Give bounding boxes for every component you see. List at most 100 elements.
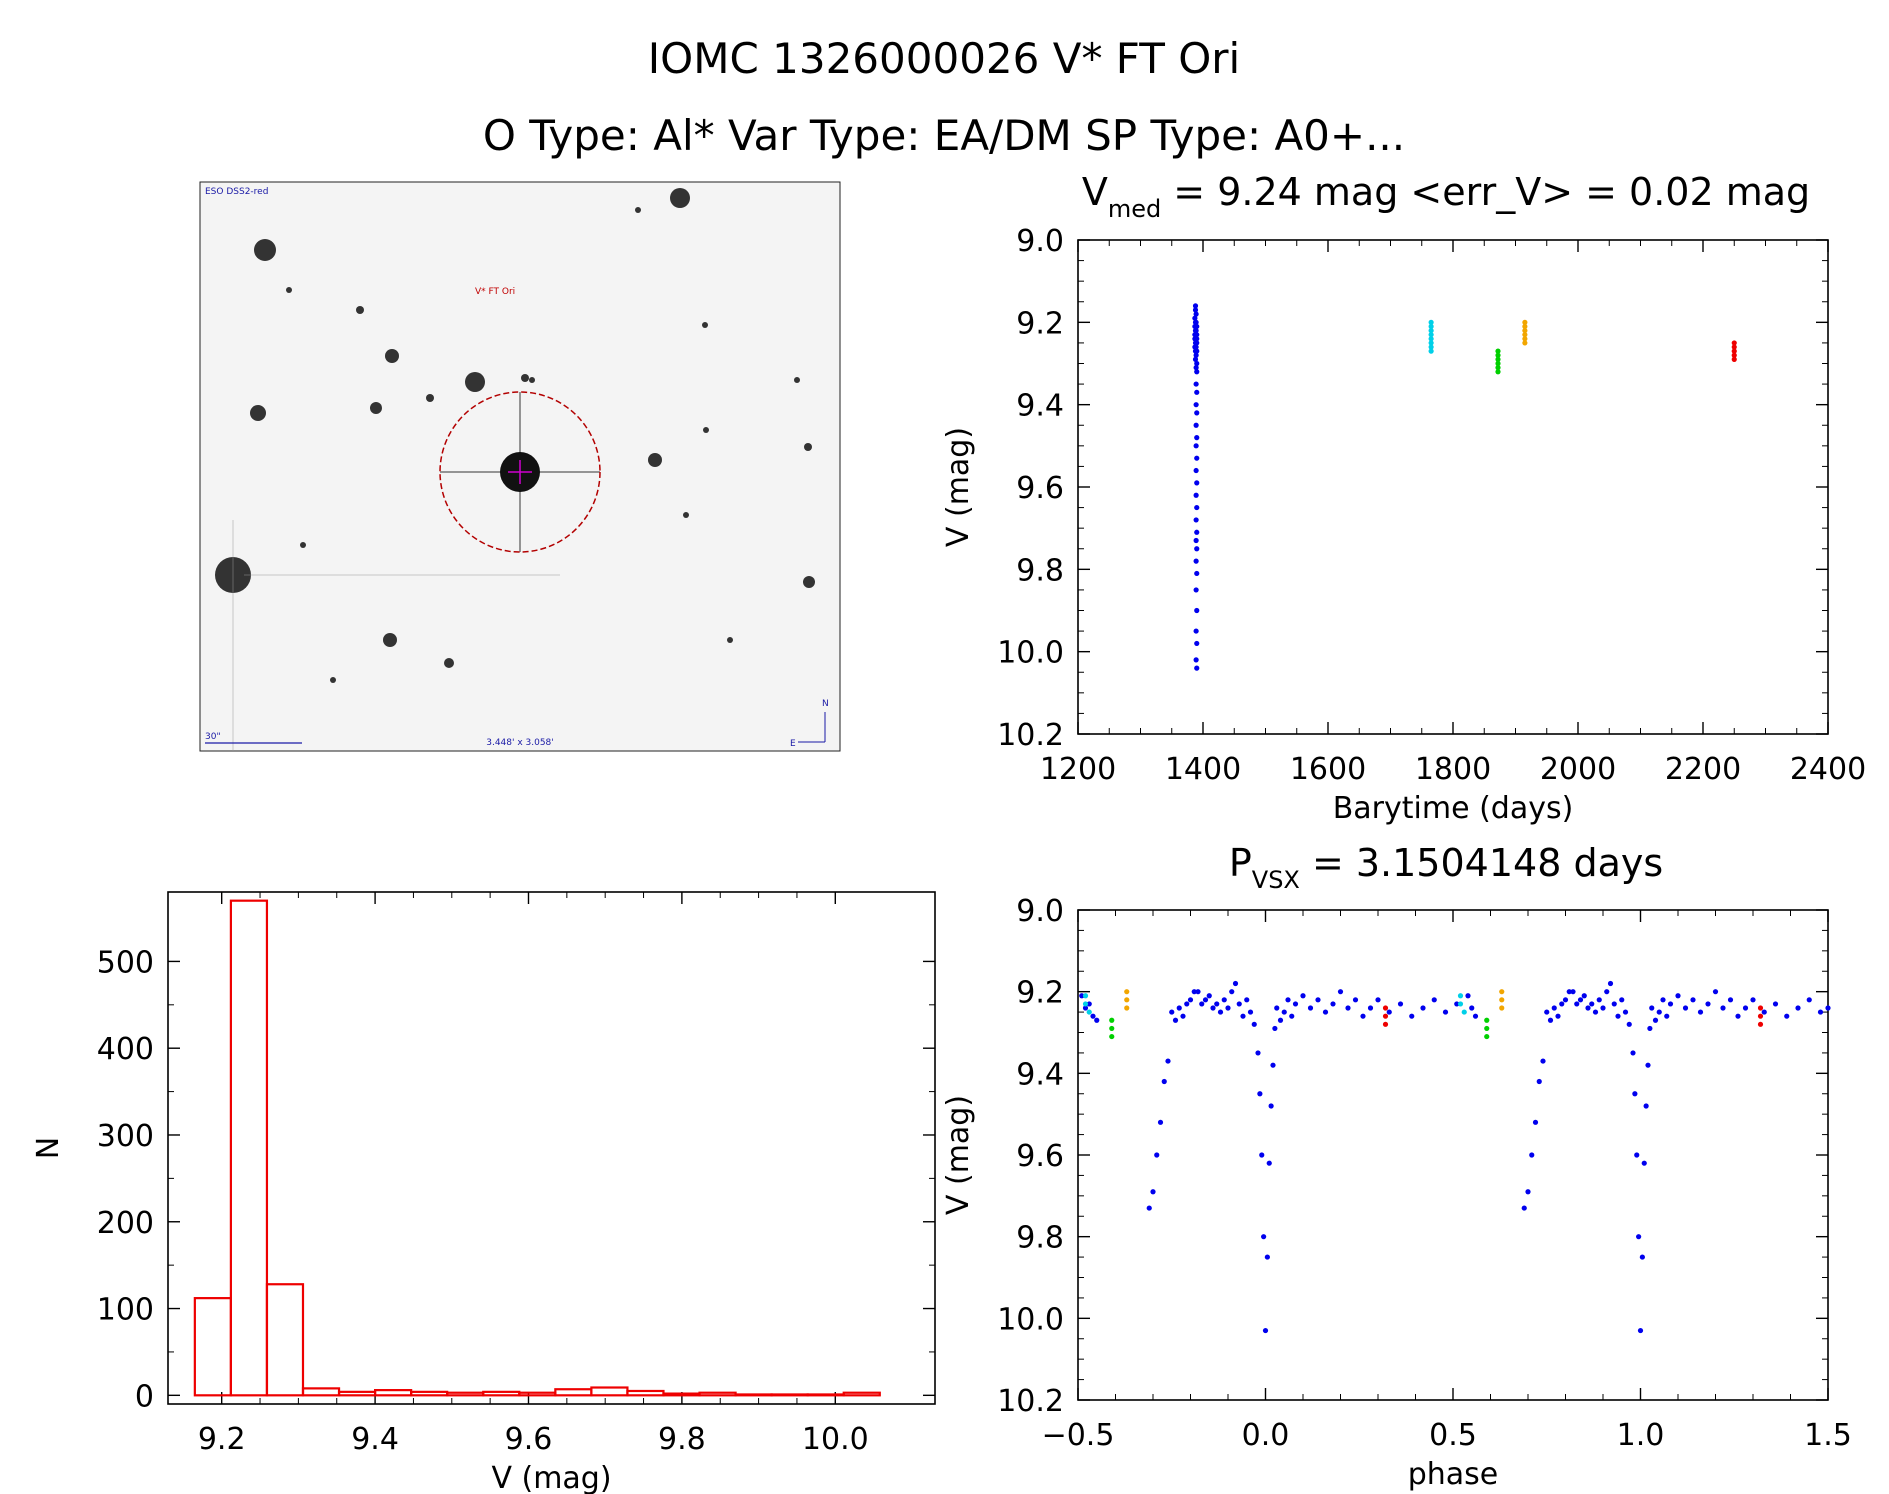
data-point	[1199, 1001, 1205, 1007]
y-tick-label: 200	[97, 1206, 154, 1241]
histogram-bar	[590, 1386, 629, 1397]
y-tick-label: 9.2	[1016, 306, 1064, 341]
data-point	[1806, 997, 1812, 1003]
data-point	[1757, 1013, 1764, 1019]
data-point	[1522, 332, 1528, 338]
data-point	[1675, 993, 1681, 999]
plot-title-text: = 9.24 mag <err_V> = 0.02 mag	[1161, 170, 1810, 214]
data-point	[1559, 1001, 1565, 1007]
y-axis-label: V (mag)	[941, 427, 976, 547]
x-tick-label: 9.8	[658, 1422, 706, 1457]
data-point	[1596, 997, 1602, 1003]
data-point	[1577, 997, 1584, 1003]
data-point	[1146, 1205, 1152, 1211]
star	[383, 633, 397, 647]
histogram-bar	[698, 1391, 737, 1397]
histogram-panel: 9.2 9.4 9.6 9.8 10.0 0 100 200 300 400 500 V (mag) N	[31, 891, 936, 1494]
data-point	[1656, 1009, 1662, 1015]
data-point	[1522, 319, 1528, 325]
target-label: V* FT Ori	[475, 287, 515, 297]
data-point	[1499, 997, 1505, 1003]
data-point	[1262, 1327, 1269, 1334]
star	[794, 377, 800, 383]
y-tick-label: 10.2	[997, 1384, 1064, 1419]
star	[465, 372, 485, 392]
plot-title-subscript: med	[1108, 195, 1161, 223]
x-axis-label: phase	[1408, 1457, 1499, 1492]
data-point	[1300, 993, 1306, 999]
data-point	[1274, 1005, 1280, 1011]
data-point	[1397, 1001, 1404, 1007]
data-point	[1194, 570, 1200, 577]
data-point	[1615, 1013, 1621, 1019]
data-point	[1742, 1005, 1749, 1011]
data-point	[1086, 1001, 1092, 1007]
data-point	[1193, 492, 1199, 498]
data-point	[1495, 356, 1501, 362]
data-point	[1731, 344, 1737, 350]
star	[670, 188, 690, 208]
data-point	[1757, 1005, 1764, 1011]
data-point	[1547, 1017, 1554, 1023]
data-point	[1731, 352, 1737, 358]
histogram-bar	[301, 1387, 341, 1397]
data-point	[1193, 352, 1199, 358]
data-point	[1634, 1152, 1640, 1158]
data-point	[1157, 1119, 1164, 1125]
data-point	[1731, 340, 1737, 346]
star	[330, 677, 336, 683]
data-point	[1232, 980, 1239, 987]
x-tick-label: −0.5	[1042, 1418, 1115, 1453]
data-point	[1192, 336, 1198, 342]
star	[370, 402, 382, 414]
plot-title: Vmed = 9.24 mag <err_V> = 0.02 mag	[1082, 170, 1810, 223]
data-point	[1082, 993, 1089, 999]
star	[356, 306, 364, 314]
data-point	[1165, 1058, 1171, 1064]
data-point	[1193, 365, 1199, 371]
data-point	[1193, 467, 1199, 474]
plot-title: PVSX = 3.1504148 days	[1229, 841, 1663, 894]
y-tick-label: 100	[97, 1293, 154, 1328]
data-point	[1784, 1013, 1790, 1019]
x-tick-label: 0.5	[1429, 1418, 1477, 1453]
star	[250, 405, 266, 421]
data-point	[1522, 340, 1528, 346]
data-point	[1272, 1025, 1278, 1032]
data-point	[1172, 1017, 1179, 1023]
data-point	[1375, 997, 1381, 1003]
data-point	[1428, 348, 1434, 354]
data-point	[1270, 1062, 1276, 1068]
data-point	[1551, 1005, 1557, 1011]
histogram-bar	[446, 1391, 485, 1397]
x-tick-label: 2200	[1665, 752, 1741, 787]
data-point	[1428, 336, 1434, 342]
x-tick-label: 9.2	[198, 1422, 246, 1457]
data-point	[1409, 1013, 1415, 1019]
data-point	[1522, 327, 1528, 334]
data-point	[1079, 993, 1085, 999]
y-axis-label: N	[31, 1137, 66, 1159]
star	[426, 394, 434, 402]
data-point	[1611, 1001, 1617, 1007]
data-point	[1124, 989, 1130, 995]
star	[648, 453, 662, 467]
data-point	[1645, 1062, 1651, 1068]
scale-label: 30"	[205, 732, 221, 742]
x-axis-label: V (mag)	[491, 1461, 611, 1494]
data-point	[1647, 1025, 1653, 1032]
data-point	[1194, 640, 1200, 647]
data-point	[1641, 1160, 1647, 1166]
data-point	[1193, 657, 1199, 663]
plot-title-symbol: P	[1229, 841, 1252, 885]
data-point	[1268, 1103, 1274, 1109]
data-point	[1194, 340, 1200, 346]
histogram-bar	[806, 1393, 845, 1397]
data-point	[1585, 1005, 1591, 1011]
data-point	[1589, 1001, 1595, 1007]
data-point	[1664, 1013, 1670, 1019]
histogram-bar	[373, 1389, 413, 1397]
x-tick-label: 9.6	[505, 1422, 553, 1457]
data-point	[1236, 1001, 1242, 1007]
